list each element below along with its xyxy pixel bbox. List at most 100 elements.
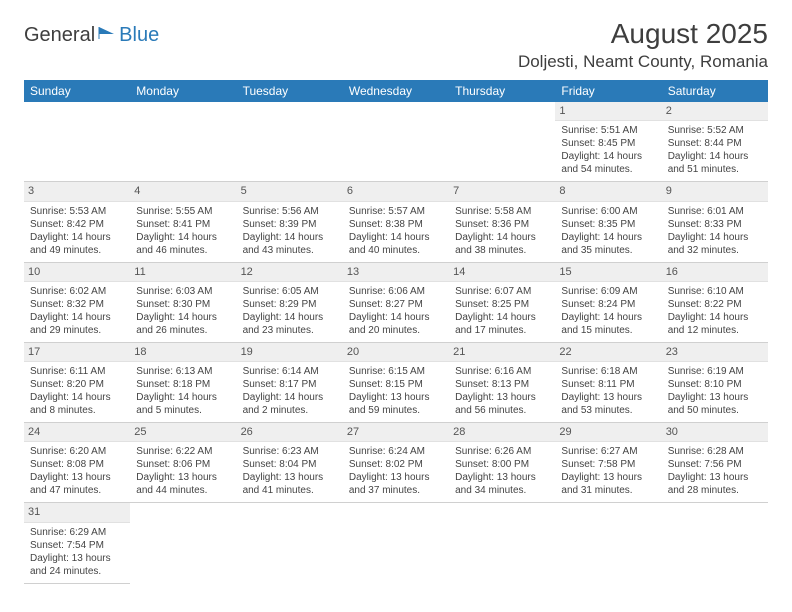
title-block: August 2025 Doljesti, Neamt County, Roma… xyxy=(518,18,768,72)
daylight-text: and 29 minutes. xyxy=(30,324,124,337)
day-number: 12 xyxy=(237,263,343,282)
daylight-text: Daylight: 14 hours xyxy=(349,311,443,324)
daylight-text: and 46 minutes. xyxy=(136,244,230,257)
weekday-header: Wednesday xyxy=(343,80,449,102)
calendar-day-cell: 6Sunrise: 5:57 AMSunset: 8:38 PMDaylight… xyxy=(343,182,449,262)
sunrise-text: Sunrise: 6:16 AM xyxy=(455,365,549,378)
day-number: 13 xyxy=(343,263,449,282)
sunset-text: Sunset: 8:27 PM xyxy=(349,298,443,311)
daylight-text: Daylight: 14 hours xyxy=(561,311,655,324)
calendar-day-cell: 17Sunrise: 6:11 AMSunset: 8:20 PMDayligh… xyxy=(24,342,130,422)
calendar-empty-cell xyxy=(662,503,768,583)
calendar-day-cell: 11Sunrise: 6:03 AMSunset: 8:30 PMDayligh… xyxy=(130,262,236,342)
sunrise-text: Sunrise: 6:26 AM xyxy=(455,445,549,458)
daylight-text: and 50 minutes. xyxy=(668,404,762,417)
calendar-empty-cell xyxy=(449,503,555,583)
day-number: 26 xyxy=(237,423,343,442)
calendar-day-cell: 30Sunrise: 6:28 AMSunset: 7:56 PMDayligh… xyxy=(662,423,768,503)
calendar-day-cell: 18Sunrise: 6:13 AMSunset: 8:18 PMDayligh… xyxy=(130,342,236,422)
sunset-text: Sunset: 7:58 PM xyxy=(561,458,655,471)
daylight-text: Daylight: 14 hours xyxy=(561,150,655,163)
day-number: 2 xyxy=(662,102,768,121)
daylight-text: and 41 minutes. xyxy=(243,484,337,497)
calendar-day-cell: 9Sunrise: 6:01 AMSunset: 8:33 PMDaylight… xyxy=(662,182,768,262)
calendar-empty-cell xyxy=(130,503,236,583)
calendar-empty-cell xyxy=(555,503,661,583)
day-number: 16 xyxy=(662,263,768,282)
sunrise-text: Sunrise: 6:09 AM xyxy=(561,285,655,298)
calendar-empty-cell xyxy=(343,102,449,182)
sunset-text: Sunset: 8:02 PM xyxy=(349,458,443,471)
sunrise-text: Sunrise: 5:58 AM xyxy=(455,205,549,218)
daylight-text: and 37 minutes. xyxy=(349,484,443,497)
sunrise-text: Sunrise: 6:10 AM xyxy=(668,285,762,298)
daylight-text: Daylight: 14 hours xyxy=(668,150,762,163)
sunset-text: Sunset: 8:08 PM xyxy=(30,458,124,471)
day-number: 8 xyxy=(555,182,661,201)
calendar-day-cell: 26Sunrise: 6:23 AMSunset: 8:04 PMDayligh… xyxy=(237,423,343,503)
daylight-text: and 8 minutes. xyxy=(30,404,124,417)
calendar-day-cell: 3Sunrise: 5:53 AMSunset: 8:42 PMDaylight… xyxy=(24,182,130,262)
calendar-day-cell: 27Sunrise: 6:24 AMSunset: 8:02 PMDayligh… xyxy=(343,423,449,503)
daylight-text: Daylight: 14 hours xyxy=(136,391,230,404)
weekday-header: Saturday xyxy=(662,80,768,102)
calendar-week-row: 1Sunrise: 5:51 AMSunset: 8:45 PMDaylight… xyxy=(24,102,768,182)
daylight-text: Daylight: 14 hours xyxy=(30,391,124,404)
day-number: 24 xyxy=(24,423,130,442)
day-number: 6 xyxy=(343,182,449,201)
day-number: 21 xyxy=(449,343,555,362)
daylight-text: Daylight: 13 hours xyxy=(668,471,762,484)
daylight-text: and 51 minutes. xyxy=(668,163,762,176)
calendar-day-cell: 19Sunrise: 6:14 AMSunset: 8:17 PMDayligh… xyxy=(237,342,343,422)
sunset-text: Sunset: 7:54 PM xyxy=(30,539,124,552)
daylight-text: Daylight: 14 hours xyxy=(668,311,762,324)
day-number: 11 xyxy=(130,263,236,282)
daylight-text: and 31 minutes. xyxy=(561,484,655,497)
calendar-week-row: 31Sunrise: 6:29 AMSunset: 7:54 PMDayligh… xyxy=(24,503,768,583)
day-number: 1 xyxy=(555,102,661,121)
daylight-text: and 17 minutes. xyxy=(455,324,549,337)
daylight-text: Daylight: 13 hours xyxy=(136,471,230,484)
sunset-text: Sunset: 8:17 PM xyxy=(243,378,337,391)
sunrise-text: Sunrise: 6:02 AM xyxy=(30,285,124,298)
daylight-text: Daylight: 14 hours xyxy=(136,231,230,244)
sunrise-text: Sunrise: 6:06 AM xyxy=(349,285,443,298)
calendar-empty-cell xyxy=(449,102,555,182)
calendar-day-cell: 7Sunrise: 5:58 AMSunset: 8:36 PMDaylight… xyxy=(449,182,555,262)
calendar-day-cell: 31Sunrise: 6:29 AMSunset: 7:54 PMDayligh… xyxy=(24,503,130,583)
sunset-text: Sunset: 8:13 PM xyxy=(455,378,549,391)
day-number: 18 xyxy=(130,343,236,362)
daylight-text: and 26 minutes. xyxy=(136,324,230,337)
daylight-text: and 12 minutes. xyxy=(668,324,762,337)
calendar-empty-cell xyxy=(237,503,343,583)
day-number: 25 xyxy=(130,423,236,442)
day-number: 9 xyxy=(662,182,768,201)
daylight-text: and 23 minutes. xyxy=(243,324,337,337)
sunrise-text: Sunrise: 6:23 AM xyxy=(243,445,337,458)
sunset-text: Sunset: 8:42 PM xyxy=(30,218,124,231)
sunset-text: Sunset: 8:11 PM xyxy=(561,378,655,391)
daylight-text: Daylight: 14 hours xyxy=(136,311,230,324)
sunrise-text: Sunrise: 6:19 AM xyxy=(668,365,762,378)
calendar-empty-cell xyxy=(343,503,449,583)
sunrise-text: Sunrise: 6:22 AM xyxy=(136,445,230,458)
calendar-day-cell: 20Sunrise: 6:15 AMSunset: 8:15 PMDayligh… xyxy=(343,342,449,422)
calendar-day-cell: 2Sunrise: 5:52 AMSunset: 8:44 PMDaylight… xyxy=(662,102,768,182)
sunrise-text: Sunrise: 6:18 AM xyxy=(561,365,655,378)
sunrise-text: Sunrise: 6:14 AM xyxy=(243,365,337,378)
sunset-text: Sunset: 8:35 PM xyxy=(561,218,655,231)
daylight-text: Daylight: 14 hours xyxy=(243,391,337,404)
calendar-empty-cell xyxy=(130,102,236,182)
sunrise-text: Sunrise: 6:01 AM xyxy=(668,205,762,218)
daylight-text: Daylight: 14 hours xyxy=(30,311,124,324)
daylight-text: Daylight: 14 hours xyxy=(455,231,549,244)
calendar-day-cell: 15Sunrise: 6:09 AMSunset: 8:24 PMDayligh… xyxy=(555,262,661,342)
daylight-text: and 49 minutes. xyxy=(30,244,124,257)
day-number: 5 xyxy=(237,182,343,201)
sunset-text: Sunset: 8:10 PM xyxy=(668,378,762,391)
location-subtitle: Doljesti, Neamt County, Romania xyxy=(518,52,768,72)
sunset-text: Sunset: 8:36 PM xyxy=(455,218,549,231)
sunset-text: Sunset: 7:56 PM xyxy=(668,458,762,471)
daylight-text: and 56 minutes. xyxy=(455,404,549,417)
day-number: 22 xyxy=(555,343,661,362)
